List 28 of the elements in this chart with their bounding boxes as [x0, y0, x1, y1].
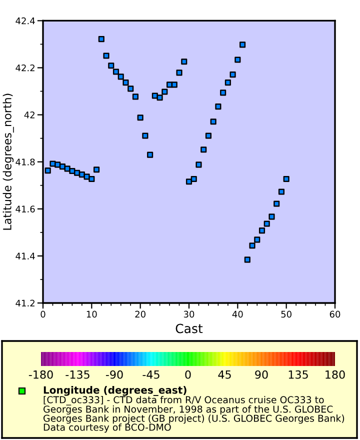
y-tick-label: 41.6 [16, 206, 35, 212]
text: [CTD_oc333] - CTD data from R/V Oceanus cruise OC333 to Georges Bank in November, 1998 as part of the U.S. GLOBEC Georges Bank project (GB project) (U.S. GLOBEC Georges Bank) [44, 396, 344, 424]
color-bar-label: 135 [288, 370, 308, 379]
x-tick-label: 60 [330, 310, 340, 318]
y-tick-label: 41.4 [16, 252, 35, 260]
y-tick-label: 42.2 [16, 64, 34, 72]
y-tick-label: 41.2 [16, 300, 34, 306]
x-axis-title: Cast [176, 324, 203, 334]
x-tick-label: 30 [184, 310, 194, 318]
color-bar-label: 45 [218, 370, 231, 379]
x-tick-label: 20 [135, 310, 146, 318]
color-bar-label: -90 [106, 370, 123, 379]
y-tick-label: 41.8 [16, 158, 35, 166]
x-tick-label: 40 [232, 310, 243, 318]
color-bar-label: 90 [255, 370, 268, 379]
x-tick-label: 50 [281, 310, 292, 318]
text: Data courtesy of BCO-DMO [44, 424, 171, 433]
y-tick-label: 42.4 [16, 17, 35, 24]
color-bar-label: -45 [142, 370, 160, 379]
x-tick-label: 0 [40, 310, 46, 318]
color-bar-label: 0 [185, 370, 191, 379]
y-tick-label: 42 [24, 112, 34, 118]
x-tick-label: 10 [86, 310, 97, 318]
color-bar-label: -180 [28, 370, 53, 379]
color-bar-label: -135 [66, 370, 90, 379]
color-bar-title: Longitude (degrees_east) [44, 386, 186, 396]
y-axis-title: Latitude (degrees_north) [2, 94, 14, 230]
color-bar-label: 180 [326, 370, 345, 379]
